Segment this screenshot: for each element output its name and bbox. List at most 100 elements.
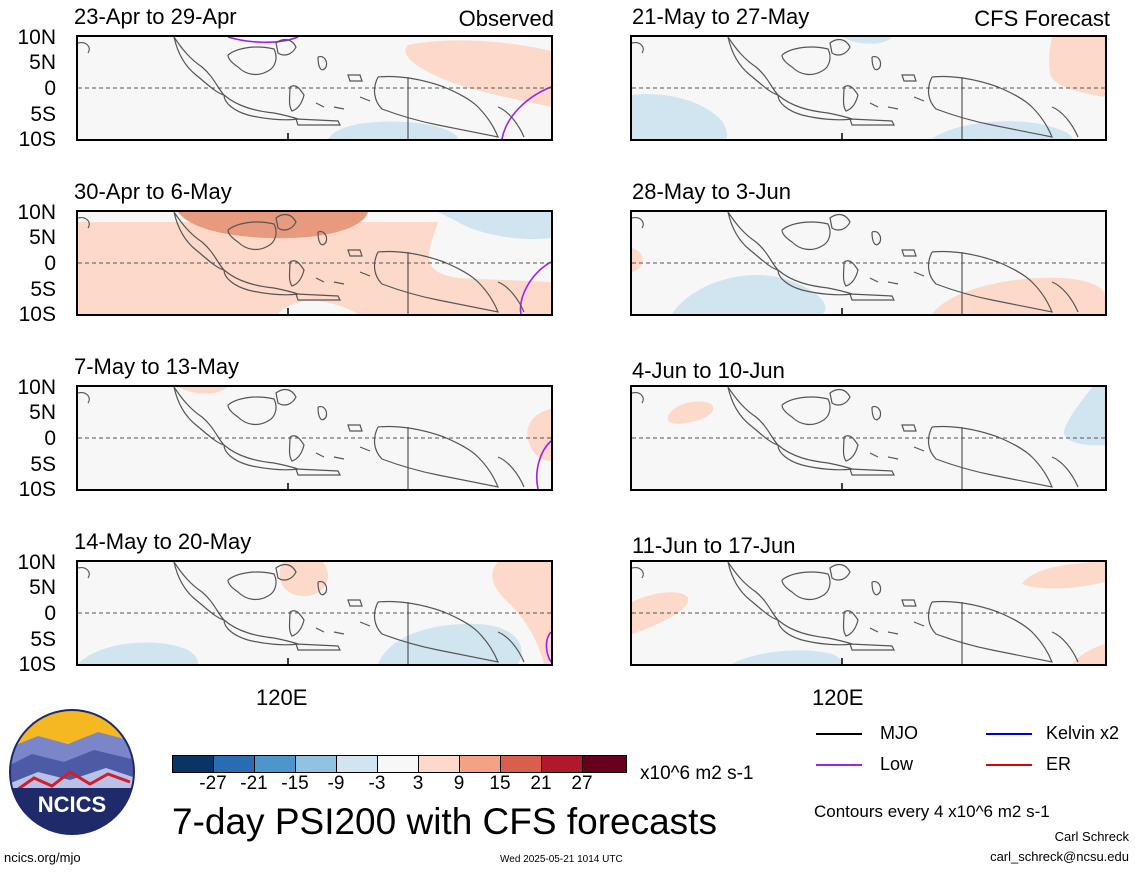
- lat-label-10s: 10S: [18, 653, 56, 676]
- coastline: [315, 96, 371, 110]
- coastline: [497, 631, 525, 663]
- lat-label-10s: 10S: [18, 478, 56, 501]
- coastline: [173, 387, 226, 447]
- coastline: [317, 231, 328, 246]
- coastline: [727, 387, 780, 447]
- coastline: [275, 38, 297, 56]
- coastline: [927, 250, 1053, 313]
- panel-title-fcst-3: 4-Jun to 10-Jun: [632, 358, 785, 383]
- coastline: [871, 581, 882, 596]
- coastline: [1051, 281, 1079, 313]
- lat-label-5n: 5N: [29, 51, 56, 74]
- coastline: [295, 468, 341, 476]
- coastline: [871, 56, 882, 71]
- colorbar-label: -15: [281, 773, 309, 794]
- coastline: [317, 56, 328, 71]
- coastline: [781, 221, 831, 251]
- coastline: [373, 425, 499, 488]
- author-name: Carl Schreck: [1054, 829, 1129, 844]
- coastline: [275, 388, 297, 406]
- coastline: [288, 610, 305, 637]
- colorbar-swatch: [336, 755, 378, 773]
- colorbar-label: 15: [489, 773, 511, 794]
- coastline: [223, 444, 299, 471]
- legend-line-low: [816, 764, 862, 766]
- coastline: [295, 293, 341, 301]
- coastline: [869, 621, 925, 635]
- lat-label-10n: 10N: [17, 551, 56, 574]
- lat-label-10n: 10N: [17, 376, 56, 399]
- map-panel-fcst-4: [630, 560, 1107, 666]
- coastline: [849, 643, 895, 651]
- lat-label-eq: 0: [44, 602, 56, 625]
- coastline: [288, 260, 305, 287]
- lat-label-5n: 5N: [29, 401, 56, 424]
- lat-label-5s: 5S: [30, 628, 56, 651]
- colorbar-swatch: [582, 755, 627, 773]
- coastline: [347, 74, 363, 82]
- coastline: [317, 581, 328, 596]
- lat-label-5s: 5S: [30, 453, 56, 476]
- coastline: [777, 444, 853, 471]
- colorbar-swatch: [213, 755, 255, 773]
- panel-title-obs-3: 7-May to 13-May: [74, 354, 240, 379]
- colorbar-swatch: [254, 755, 296, 773]
- map-panel-fcst-3: [630, 385, 1107, 491]
- coastline: [849, 118, 895, 126]
- coastline: [727, 562, 780, 622]
- coastline: [727, 37, 780, 97]
- legend-label-er: ER: [1046, 754, 1072, 774]
- coastline: [497, 106, 525, 138]
- coastline: [871, 231, 882, 246]
- colorbar-label: -27: [199, 773, 227, 794]
- map-panel-obs-3: [76, 385, 553, 491]
- coastline: [78, 217, 90, 229]
- legend-label-mjo: MJO: [880, 723, 918, 743]
- colorbar-label: 27: [571, 773, 593, 794]
- coastline: [1051, 106, 1079, 138]
- x-label-left: 120E: [256, 685, 308, 710]
- colorbar-label: 3: [412, 773, 424, 794]
- coastline: [227, 221, 277, 251]
- coastline: [227, 571, 277, 601]
- coastline: [223, 94, 299, 121]
- coastline: [223, 619, 299, 646]
- coastline: [781, 46, 831, 76]
- lat-label-eq: 0: [44, 252, 56, 275]
- coastline: [78, 567, 90, 579]
- colorbar-swatch: [295, 755, 337, 773]
- lat-label-10n: 10N: [17, 26, 56, 49]
- coastline: [842, 610, 859, 637]
- coastline: [781, 571, 831, 601]
- coastline: [849, 293, 895, 301]
- author-email[interactable]: carl_schreck@ncsu.edu: [990, 849, 1129, 864]
- colorbar-swatch: [500, 755, 542, 773]
- legend-line-er: [986, 764, 1032, 766]
- map-panel-fcst-1: [630, 35, 1107, 141]
- coastline: [842, 435, 859, 462]
- colorbar-swatch: [172, 755, 214, 773]
- colorbar-swatch: [418, 755, 460, 773]
- observed-header: Observed: [458, 6, 554, 31]
- coastline: [373, 600, 499, 663]
- coastline: [373, 250, 499, 313]
- lat-label-5s: 5S: [30, 103, 56, 126]
- legend-line-kelvin: [986, 733, 1032, 735]
- coastline: [275, 563, 297, 581]
- colorbar-swatch: [459, 755, 501, 773]
- coastline: [849, 468, 895, 476]
- coastline: [777, 619, 853, 646]
- coastline: [497, 281, 525, 313]
- website-link[interactable]: ncics.org/mjo: [4, 850, 81, 865]
- panel-title-obs-2: 30-Apr to 6-May: [74, 179, 232, 204]
- coastline: [842, 260, 859, 287]
- coastline: [842, 85, 859, 112]
- coastline: [829, 388, 851, 406]
- coastline: [927, 75, 1053, 138]
- ncics-logo: NCICS: [8, 708, 136, 836]
- lat-label-5n: 5N: [29, 226, 56, 249]
- colorbar-units: x10^6 m2 s-1: [640, 763, 754, 784]
- coastline: [777, 94, 853, 121]
- coastline: [373, 75, 499, 138]
- logo-text: NCICS: [38, 792, 106, 817]
